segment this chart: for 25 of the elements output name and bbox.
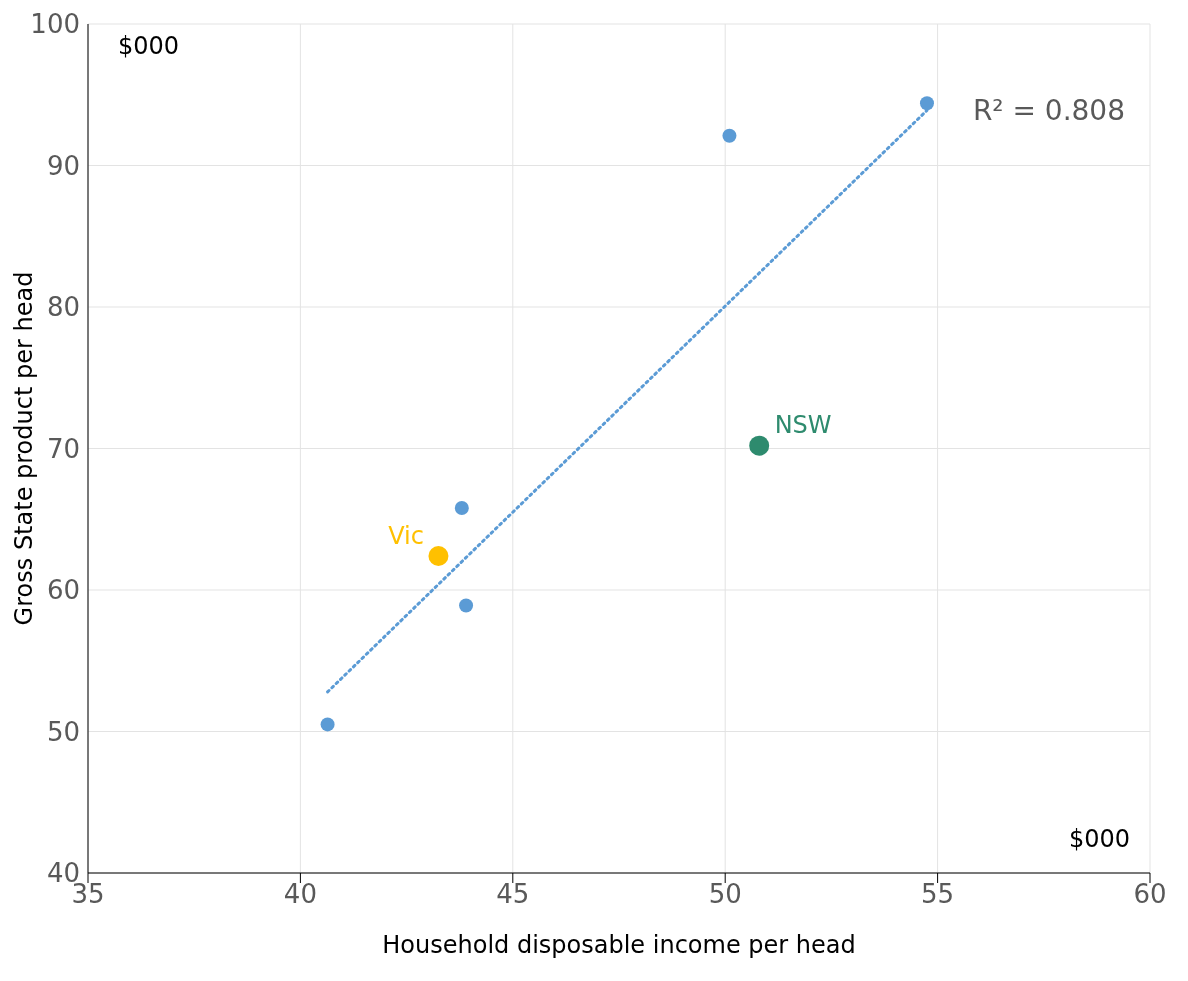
point [454, 500, 469, 515]
y-tick-label: 80 [46, 292, 80, 323]
point [722, 128, 737, 143]
y-tick-label: 90 [46, 150, 80, 181]
point [919, 96, 934, 111]
annotation: $000 [118, 32, 180, 60]
series-label: NSW [774, 411, 832, 440]
y-tick-label: 50 [46, 716, 80, 747]
point [320, 717, 335, 732]
y-tick-label: 60 [46, 575, 80, 606]
x-tick-label: 60 [1133, 879, 1167, 910]
annotation: $000 [1068, 825, 1130, 853]
y-axis-title: Gross State product per head [9, 271, 38, 626]
y-tick-label: 100 [30, 9, 80, 40]
x-tick-label: 40 [283, 879, 317, 910]
series-label: Vic [388, 521, 424, 550]
point [459, 598, 474, 613]
x-tick-label: 50 [708, 879, 742, 910]
x-tick-label: 45 [496, 879, 530, 910]
point [749, 435, 770, 456]
point [428, 546, 449, 567]
x-axis-title: Household disposable income per head [382, 931, 856, 959]
annotation: R² = 0.808 [972, 94, 1125, 127]
y-tick-label: 70 [46, 433, 80, 464]
x-tick-label: 55 [921, 879, 955, 910]
